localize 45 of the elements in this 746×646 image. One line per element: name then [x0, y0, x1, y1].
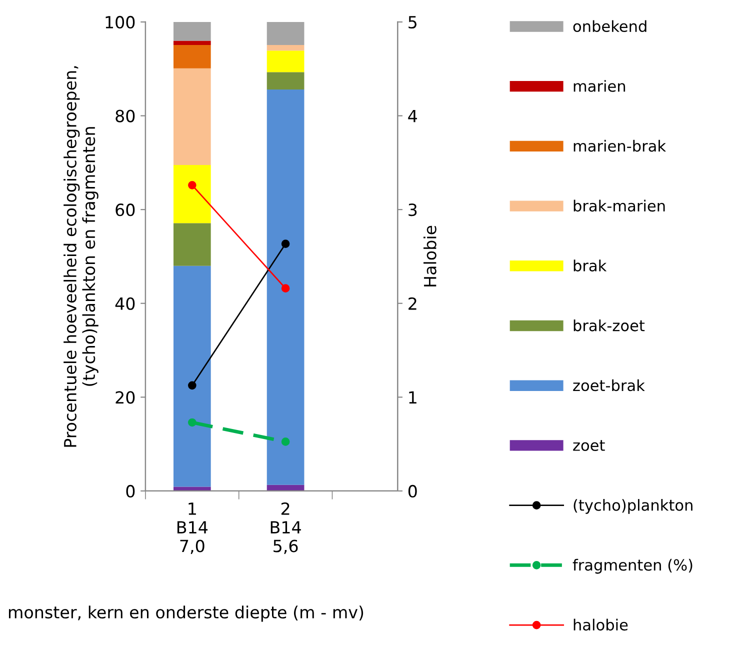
bar [173, 165, 211, 224]
y2-tick-label: 5 [408, 16, 416, 29]
bar [266, 44, 304, 51]
y-tick-label: 100 [106, 16, 135, 29]
bar [173, 40, 211, 45]
y-axis-title: Procentuele hoeveelheid ecologischegroepen, (tycho)plankton en fragmenten [64, 66, 98, 447]
legend-label: marien [574, 80, 626, 92]
y-tick-label: 40 [115, 297, 135, 310]
legend-label: halobie [574, 618, 628, 631]
y2-tick-label: 2 [408, 297, 416, 310]
y2-tick-label: 4 [408, 110, 418, 122]
y2-axis-title: Halobie [424, 226, 436, 286]
x-tick-label: 1 B14 7,0 [177, 502, 208, 554]
y-tick-label: 0 [126, 484, 135, 498]
legend-label: (tycho)plankton [574, 499, 692, 514]
point [281, 438, 290, 446]
bar [173, 68, 211, 166]
bar [173, 486, 211, 491]
y2-tick-label: 1 [409, 391, 416, 404]
bar [173, 22, 211, 41]
y2-tick-label: 0 [408, 484, 417, 498]
bar [266, 50, 304, 72]
legend-label: brak [574, 260, 607, 272]
y-tick-label: 20 [116, 391, 135, 404]
point [188, 381, 196, 390]
point [188, 418, 196, 427]
legend-label: brak-zoet [574, 319, 645, 332]
y-tick-label: 80 [116, 110, 135, 122]
legend-label: onbekend [573, 20, 646, 32]
bar [173, 223, 211, 266]
legend-label: marien-brak [574, 140, 666, 152]
bar [266, 22, 304, 45]
x-axis-title: monster, kern en onderste diepte (m - mv) [8, 606, 364, 622]
bar [266, 72, 304, 90]
legend-label: brak-marien [574, 200, 665, 212]
bar [173, 266, 211, 487]
point [281, 240, 290, 248]
bar [173, 44, 211, 68]
x-tick-label: 2 B14 5,6 [270, 502, 301, 554]
bar [266, 90, 304, 485]
y2-tick-label: 3 [408, 204, 417, 216]
y-tick-label: 60 [116, 204, 135, 216]
legend-label: zoet [573, 440, 605, 452]
legend-label: fragmenten (%) [572, 558, 692, 574]
legend-label: zoet-brak [573, 379, 645, 392]
